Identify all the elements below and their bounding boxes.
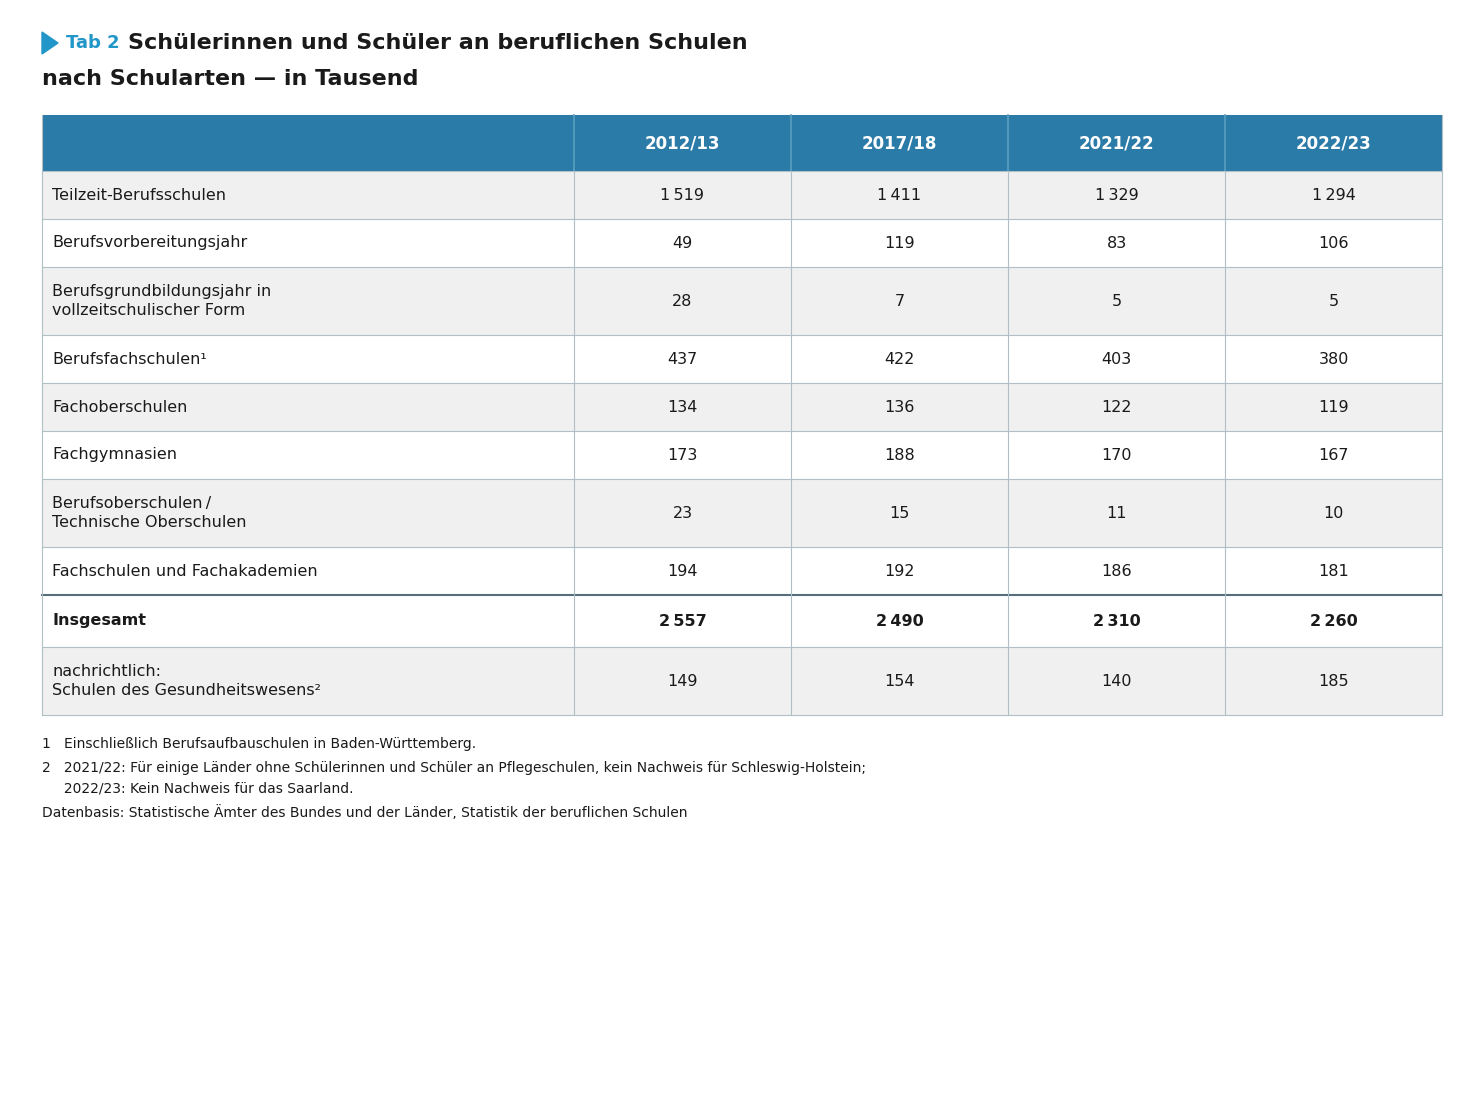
Text: 422: 422 (884, 352, 914, 366)
Text: 149: 149 (668, 673, 697, 689)
Text: 2   2021/22: Für einige Länder ohne Schülerinnen und Schüler an Pflegeschulen, k: 2 2021/22: Für einige Länder ohne Schüle… (42, 761, 867, 775)
Text: Fachschulen und Fachakademien: Fachschulen und Fachakademien (52, 563, 318, 579)
Text: 2017/18: 2017/18 (862, 134, 938, 152)
Text: 186: 186 (1101, 563, 1132, 579)
Text: 106: 106 (1318, 236, 1349, 250)
Bar (42, 335, 1442, 383)
Text: 2 490: 2 490 (876, 613, 923, 629)
Text: 1 294: 1 294 (1312, 187, 1355, 203)
Text: 188: 188 (884, 447, 914, 463)
Text: 154: 154 (884, 673, 914, 689)
Text: 122: 122 (1101, 400, 1132, 414)
Bar (42, 170, 1442, 219)
Text: 194: 194 (668, 563, 697, 579)
Text: 119: 119 (1318, 400, 1349, 414)
Text: nachrichtlich:
Schulen des Gesundheitswesens²: nachrichtlich: Schulen des Gesundheitswe… (52, 664, 321, 699)
Bar (42, 219, 1442, 267)
Text: 49: 49 (672, 236, 693, 250)
Text: 2021/22: 2021/22 (1079, 134, 1155, 152)
Text: 23: 23 (672, 506, 693, 520)
Text: Berufsoberschulen /
Technische Oberschulen: Berufsoberschulen / Technische Oberschul… (52, 496, 246, 530)
Text: Fachoberschulen: Fachoberschulen (52, 400, 187, 414)
Text: 1 329: 1 329 (1095, 187, 1138, 203)
Text: 173: 173 (668, 447, 697, 463)
Text: 2022/23: Kein Nachweis für das Saarland.: 2022/23: Kein Nachweis für das Saarland. (42, 782, 353, 795)
Text: 437: 437 (668, 352, 697, 366)
Text: 185: 185 (1318, 673, 1349, 689)
Text: 28: 28 (672, 293, 693, 309)
Text: Datenbasis: Statistische Ämter des Bundes und der Länder, Statistik der beruflic: Datenbasis: Statistische Ämter des Bunde… (42, 805, 687, 820)
Text: 192: 192 (884, 563, 914, 579)
Text: 5: 5 (1328, 293, 1339, 309)
Polygon shape (42, 32, 58, 54)
Text: Insgesamt: Insgesamt (52, 613, 145, 629)
Bar (42, 267, 1442, 335)
Bar (42, 115, 1442, 170)
Text: 2 557: 2 557 (659, 613, 706, 629)
Text: nach Schularten — in Tausend: nach Schularten — in Tausend (42, 69, 418, 89)
Bar (42, 479, 1442, 547)
Text: 119: 119 (884, 236, 914, 250)
Text: 134: 134 (668, 400, 697, 414)
Text: 2 310: 2 310 (1092, 613, 1140, 629)
Text: 11: 11 (1106, 506, 1126, 520)
Text: Schülerinnen und Schüler an beruflichen Schulen: Schülerinnen und Schüler an beruflichen … (128, 33, 748, 53)
Text: 83: 83 (1107, 236, 1126, 250)
Text: 2012/13: 2012/13 (644, 134, 720, 152)
Text: 1 519: 1 519 (660, 187, 705, 203)
Text: 5: 5 (1112, 293, 1122, 309)
Text: 2 260: 2 260 (1309, 613, 1358, 629)
Text: 1 411: 1 411 (877, 187, 922, 203)
Bar (42, 547, 1442, 594)
Text: 7: 7 (895, 293, 905, 309)
Bar (42, 383, 1442, 431)
Text: 136: 136 (884, 400, 914, 414)
Bar (42, 646, 1442, 715)
Text: Tab 2: Tab 2 (65, 34, 120, 52)
Text: 380: 380 (1318, 352, 1349, 366)
Bar (42, 594, 1442, 646)
Text: Berufsvorbereitungsjahr: Berufsvorbereitungsjahr (52, 236, 248, 250)
Text: 403: 403 (1101, 352, 1132, 366)
Text: 2022/23: 2022/23 (1296, 134, 1371, 152)
Text: 1   Einschließlich Berufsaufbauschulen in Baden-Württemberg.: 1 Einschließlich Berufsaufbauschulen in … (42, 737, 476, 751)
Text: 170: 170 (1101, 447, 1132, 463)
Text: 140: 140 (1101, 673, 1132, 689)
Text: 167: 167 (1318, 447, 1349, 463)
Text: 15: 15 (889, 506, 910, 520)
Text: Teilzeit-Berufsschulen: Teilzeit-Berufsschulen (52, 187, 226, 203)
Text: Fachgymnasien: Fachgymnasien (52, 447, 177, 463)
Text: Berufsfachschulen¹: Berufsfachschulen¹ (52, 352, 206, 366)
Bar (42, 431, 1442, 479)
Text: Berufsgrundbildungsjahr in
vollzeitschulischer Form: Berufsgrundbildungsjahr in vollzeitschul… (52, 283, 272, 318)
Text: 181: 181 (1318, 563, 1349, 579)
Text: 10: 10 (1324, 506, 1343, 520)
